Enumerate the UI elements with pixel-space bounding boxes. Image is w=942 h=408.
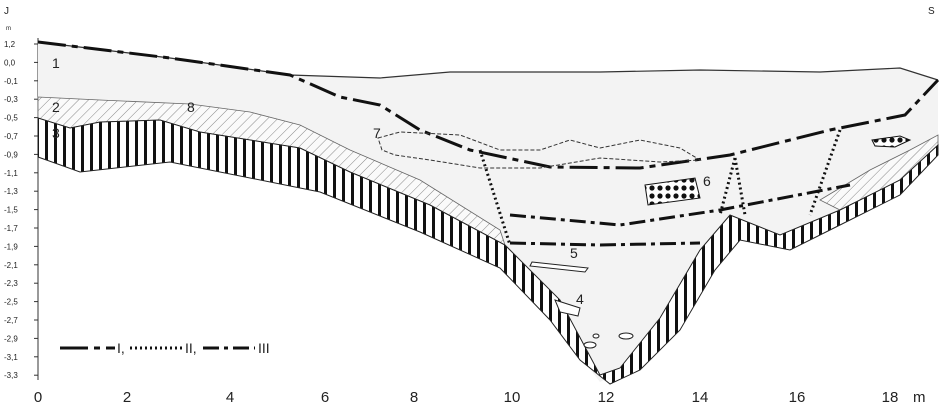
y-tick-label: 0,0 xyxy=(4,58,16,67)
x-tick-label: 14 xyxy=(692,389,709,406)
layer-label: 8 xyxy=(187,99,195,115)
y-unit: m xyxy=(6,26,11,32)
layer-label: 5 xyxy=(570,245,578,261)
cross-section: 1,2 0,0 -0,1 -0,3 -0,5 -0,7 -0,9 -1,1 -1,3 -1,5 -1… xyxy=(0,0,942,408)
y-tick-label: -0,9 xyxy=(4,150,18,159)
y-tick-label: -0,7 xyxy=(4,132,18,141)
y-tick-label: -0,5 xyxy=(4,114,18,123)
y-tick-label: -2,3 xyxy=(4,279,18,288)
x-tick-label: 18 xyxy=(882,389,899,406)
y-tick-label: -3,3 xyxy=(4,371,18,380)
x-unit: m xyxy=(913,389,926,406)
pebble xyxy=(584,342,596,348)
legend-label: II, xyxy=(185,340,197,356)
left-label: J xyxy=(4,6,9,17)
right-label: S xyxy=(928,6,935,17)
y-tick-label: -0,3 xyxy=(4,95,18,104)
layer-label: 4 xyxy=(576,291,584,307)
y-tick-label: -2,7 xyxy=(4,316,18,325)
x-tick-label: 4 xyxy=(226,389,234,406)
x-tick-label: 10 xyxy=(504,389,521,406)
y-tick-label: -1,9 xyxy=(4,242,18,251)
body xyxy=(38,42,938,382)
y-tick-label: -3,1 xyxy=(4,353,18,362)
y-tick-label: -1,5 xyxy=(4,206,18,215)
y-tick-label: -2,9 xyxy=(4,334,18,343)
x-tick-label: 12 xyxy=(598,389,615,406)
x-tick-label: 2 xyxy=(123,389,131,406)
layer-label: 1 xyxy=(52,55,60,71)
x-tick-label: 0 xyxy=(34,389,42,406)
layer-label: 6 xyxy=(703,173,711,189)
layer-label: 2 xyxy=(52,99,60,115)
y-tick-label: -1,1 xyxy=(4,169,18,178)
y-tick-label: -0,1 xyxy=(4,77,18,86)
pebble xyxy=(619,333,633,339)
x-tick-label: 8 xyxy=(410,389,418,406)
layer-label: 7 xyxy=(373,125,381,141)
pebble xyxy=(593,334,599,338)
y-ticks: 1,2 0,0 -0,1 -0,3 -0,5 -0,7 -0,9 -1,1 -1,3 -1,5 -1… xyxy=(4,40,38,380)
y-tick-label: -1,3 xyxy=(4,187,18,196)
legend-label: I, xyxy=(117,340,125,356)
y-tick-label: -2,1 xyxy=(4,261,18,270)
x-tick-label: 16 xyxy=(789,389,806,406)
y-tick-label: -2,5 xyxy=(4,298,18,307)
x-tick-label: 6 xyxy=(321,389,329,406)
y-tick-label: 1,2 xyxy=(4,40,16,49)
legend-label: III xyxy=(258,340,270,356)
layer-label: 3 xyxy=(52,125,60,141)
y-tick-label: -1,7 xyxy=(4,224,18,233)
